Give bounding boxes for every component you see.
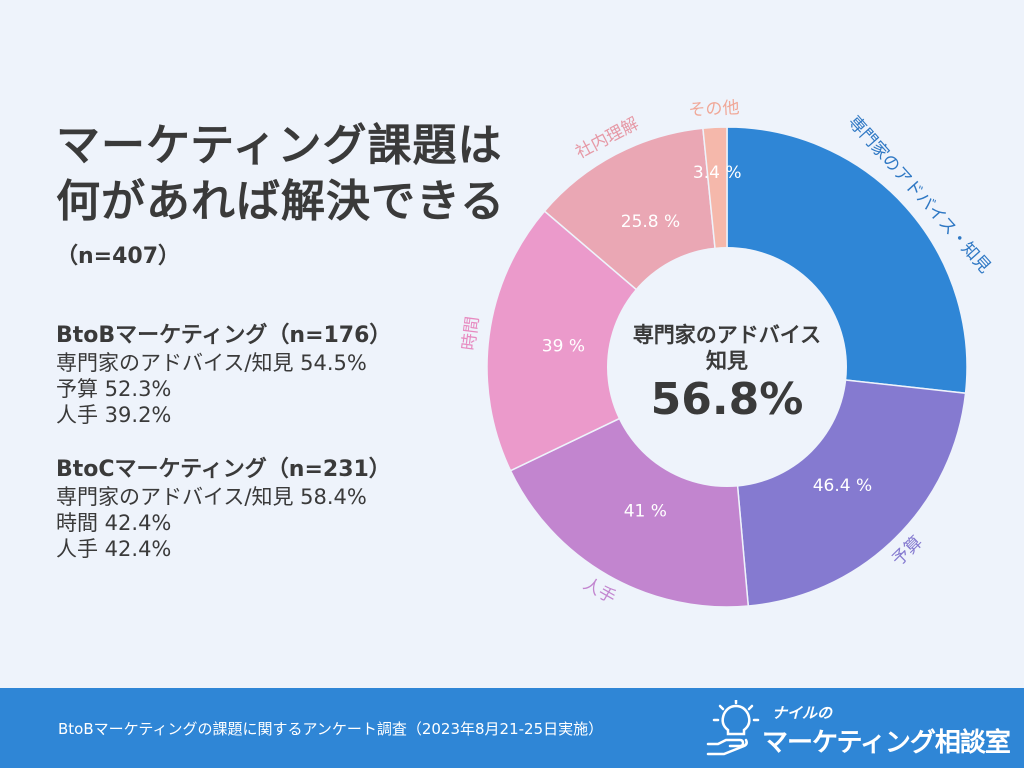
logo-small-text: ナイルの <box>772 704 833 722</box>
footer-source-note: BtoBマーケティングの課題に関するアンケート調査（2023年8月21-25日実… <box>58 720 604 738</box>
btoc-heading: BtoCマーケティング（n=231） <box>56 457 391 482</box>
btoc-line: 専門家のアドバイス/知見 58.4% <box>56 485 367 509</box>
brand-logo: ナイルの マーケティング相談室 <box>706 696 1011 760</box>
btob-heading: BtoBマーケティング（n=176） <box>56 323 392 348</box>
slice-value-label: 3.4 % <box>693 163 742 183</box>
slice-name-label: その他 <box>688 98 740 121</box>
lightbulb-hand-icon <box>706 700 760 756</box>
slice-value-label: 46.4 % <box>813 476 872 496</box>
btoc-line: 人手 42.4% <box>56 537 172 561</box>
total-sample-size: （n=407） <box>56 244 181 269</box>
btoc-line: 時間 42.4% <box>56 511 172 535</box>
slice-name-label: 時間 <box>459 315 483 351</box>
btoc-summary: BtoCマーケティング（n=231） 専門家のアドバイス/知見 58.4% 時間… <box>56 456 456 562</box>
btob-line: 専門家のアドバイス/知見 54.5% <box>56 351 367 375</box>
title-line-2: 何があれば解決できる <box>56 176 506 227</box>
slice-value-labels: 46.4 % 41 % 39 % 25.8 % 3.4 % <box>542 163 872 521</box>
slice-value-label: 25.8 % <box>621 212 680 232</box>
center-label-line-1: 専門家のアドバイス <box>633 323 821 347</box>
footer-bar: BtoBマーケティングの課題に関するアンケート調査（2023年8月21-25日実… <box>0 688 1024 768</box>
center-value: 56.8% <box>651 374 804 425</box>
btob-line: 予算 52.3% <box>56 377 172 401</box>
btob-summary: BtoBマーケティング（n=176） 専門家のアドバイス/知見 54.5% 予算… <box>56 322 456 428</box>
donut-hole <box>607 247 847 487</box>
page-title: マーケティング課題は 何があれば解決できる <box>56 118 505 230</box>
center-label-line-2: 知見 <box>706 349 748 373</box>
slice-value-label: 39 % <box>542 337 585 357</box>
title-line-1: マーケティング課題は <box>56 120 503 171</box>
donut-chart: 46.4 %41 %39 %25.8 %3.4 % 専門家のアドバイス・知見予算… <box>459 98 994 608</box>
logo-main-text: マーケティング相談室 <box>762 728 1011 758</box>
slice-name-label: 人手 <box>580 574 619 608</box>
slice-value-label: 41 % <box>624 501 667 521</box>
btob-line: 人手 39.2% <box>56 403 172 427</box>
